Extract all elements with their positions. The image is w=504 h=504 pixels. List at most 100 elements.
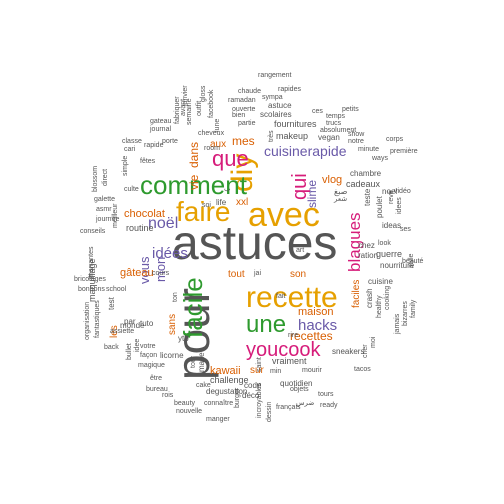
cloud-word: bizarres [402, 301, 409, 326]
cloud-word: rapides [278, 86, 301, 93]
cloud-word: code [244, 381, 262, 390]
cloud-word: partie [238, 120, 256, 127]
cloud-word: assiette [110, 328, 135, 335]
cloud-word: que [212, 146, 249, 171]
cloud-word: life [216, 198, 227, 207]
cloud-word: votre [140, 343, 156, 350]
cloud-word: être [150, 375, 163, 382]
cloud-word: bricolages [74, 276, 106, 283]
cloud-word: style [408, 253, 415, 268]
cloud-word: rois [162, 392, 174, 399]
cloud-word: fantastiques [94, 300, 101, 338]
cloud-word: cuisinerapide [264, 143, 347, 159]
cloud-word: cari [124, 146, 136, 153]
cloud-word: tours [318, 391, 334, 398]
cloud-word: mourir [302, 367, 322, 374]
cloud-word: school [106, 286, 127, 293]
cloud-word: corps [386, 136, 404, 143]
cloud-word: chambre [350, 169, 382, 178]
cloud-word: notre [348, 138, 364, 145]
cloud-word: شعر [334, 196, 348, 203]
cloud-word: hacks [298, 317, 338, 334]
cloud-word: astuce [268, 101, 292, 110]
cloud-word: gloss [200, 85, 207, 102]
cloud-word: صبغ [334, 187, 348, 196]
cloud-word: nourriture [380, 261, 415, 270]
cloud-word: tout [228, 269, 245, 280]
cloud-word: cheveux [198, 130, 225, 137]
cloud-word: outfit [196, 100, 203, 116]
cloud-word: makeup [276, 131, 309, 141]
cloud-word: kawaii [210, 365, 241, 377]
cloud-word: première [390, 148, 418, 155]
cloud-word: facebook [208, 89, 215, 118]
cloud-word: une [246, 311, 287, 338]
cloud-word: min [270, 368, 282, 375]
cloud-word: chocolat [124, 208, 165, 220]
cloud-word: avec [248, 196, 320, 234]
cloud-word: ytb [178, 334, 189, 343]
cloud-word: sneakers [332, 347, 365, 356]
cloud-word: par [124, 317, 136, 326]
cloud-word: temps [326, 113, 346, 120]
cloud-word: lune [214, 118, 221, 132]
cloud-word: dans [187, 141, 201, 168]
cloud-word: vraiment [272, 356, 307, 366]
cloud-word: asmr [96, 206, 112, 213]
cloud-word: organisation [84, 301, 91, 340]
cloud-word: ideas [382, 221, 402, 230]
cloud-word: bullet [126, 343, 133, 360]
cloud-word: porte [162, 138, 178, 145]
cloud-word: marrantes [88, 246, 95, 278]
cloud-word: mes [232, 134, 255, 148]
cloud-word: vidéo [394, 188, 411, 195]
cloud-word: ways [372, 155, 388, 162]
cloud-word: astuces [172, 217, 338, 270]
cloud-word: cher [362, 344, 369, 358]
cloud-word: jamais [394, 313, 401, 334]
cloud-word: magique [138, 362, 165, 369]
cloud-word: show [348, 131, 365, 138]
cloud-word: crash [365, 288, 374, 308]
cloud-word: maison [298, 306, 334, 318]
cloud-word: degustation [206, 387, 248, 396]
cloud-word: ouverte [232, 106, 256, 113]
cloud-word: tour [190, 355, 197, 368]
cloud-word: journal [150, 126, 172, 133]
cloud-word: ses [400, 226, 411, 233]
cloud-word: trucs [326, 120, 342, 127]
cloud-word: facile [178, 277, 208, 338]
cloud-word: noel [382, 187, 398, 196]
cloud-word: cake [196, 382, 211, 389]
cloud-word: sympa [262, 94, 283, 101]
cloud-word: teste [363, 188, 372, 206]
cloud-word: faire [176, 196, 231, 227]
cloud-word: manger [206, 416, 230, 423]
cloud-word: room [204, 145, 220, 152]
cloud-word: façon [140, 352, 158, 359]
cloud-word: youcook [246, 339, 321, 361]
cloud-word: cours [152, 270, 170, 277]
cloud-word: dessin [266, 401, 273, 422]
cloud-word: make [197, 352, 206, 372]
cloud-word: petits [342, 106, 359, 113]
cloud-word: galette [94, 196, 116, 203]
cloud-word: cuisine [368, 277, 393, 286]
cloud-word: test [107, 297, 116, 310]
cloud-word: chez [358, 241, 375, 250]
cloud-word: tacos [354, 366, 371, 373]
cloud-word: objets [290, 386, 309, 393]
cloud-word: back [104, 344, 119, 351]
cloud-word: journée [96, 216, 120, 223]
cloud-word: cooking [384, 285, 391, 310]
cloud-word: vlog [322, 174, 343, 186]
cloud-word: français [276, 404, 301, 411]
cloud-word: poulet [375, 196, 384, 218]
cloud-word: fait [276, 293, 286, 300]
cloud-word: bien [232, 112, 246, 119]
cloud-word: vie [187, 174, 201, 190]
cloud-word: ton [172, 292, 179, 302]
cloud-word: beauty [174, 400, 196, 407]
cloud-word: quotidien [280, 379, 313, 388]
cloud-word: aux [210, 139, 227, 150]
